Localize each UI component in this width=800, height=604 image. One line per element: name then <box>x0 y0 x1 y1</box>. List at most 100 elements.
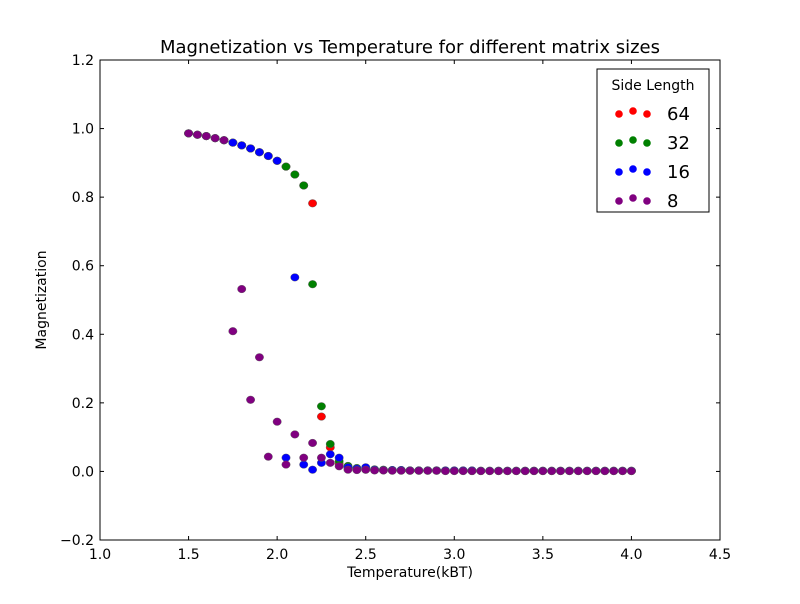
x-tick-label: 2.5 <box>355 547 377 563</box>
data-point-8 <box>600 467 610 476</box>
data-point-8 <box>511 467 521 476</box>
data-point-8 <box>379 466 388 475</box>
data-point-16 <box>272 156 282 165</box>
legend-marker-32 <box>643 139 651 147</box>
x-tick-label: 3.0 <box>443 547 465 563</box>
data-point-8 <box>317 453 326 462</box>
legend-label-32: 32 <box>667 133 690 154</box>
y-tick-label: 1.2 <box>72 53 94 69</box>
data-point-16 <box>325 450 335 459</box>
x-tick-label: 1.5 <box>177 547 199 563</box>
data-point-8 <box>449 467 459 476</box>
data-point-8 <box>334 462 344 471</box>
legend-marker-16 <box>615 168 623 176</box>
legend-marker-8 <box>629 194 637 202</box>
legend-box <box>596 68 710 213</box>
legend-marker-64 <box>629 107 637 115</box>
data-point-16 <box>334 453 344 462</box>
data-point-16 <box>237 141 247 150</box>
data-point-16 <box>290 273 300 282</box>
data-point-32 <box>308 280 317 289</box>
legend-marker-64 <box>615 110 623 118</box>
data-point-8 <box>547 467 557 476</box>
data-point-8 <box>193 130 202 139</box>
data-point-16 <box>246 144 255 153</box>
data-point-8 <box>246 395 255 404</box>
data-point-8 <box>263 452 273 461</box>
y-tick-label: −0.2 <box>60 533 94 549</box>
data-point-8 <box>325 458 335 467</box>
data-point-8 <box>396 466 406 475</box>
data-point-8 <box>565 467 574 476</box>
data-point-8 <box>210 134 220 143</box>
data-point-8 <box>272 417 282 426</box>
legend-label-8: 8 <box>667 191 678 212</box>
y-tick-label: 0.8 <box>72 190 94 206</box>
x-tick-label: 3.5 <box>532 547 554 563</box>
x-axis-label: Temperature(kBT) <box>346 565 473 581</box>
data-point-8 <box>591 467 601 476</box>
data-point-8 <box>458 467 468 476</box>
plot-area <box>184 129 636 476</box>
data-point-8 <box>201 132 211 141</box>
legend-marker-32 <box>615 139 623 147</box>
data-point-8 <box>467 467 477 476</box>
data-point-8 <box>387 466 397 475</box>
data-point-8 <box>529 467 539 476</box>
data-point-16 <box>299 460 309 469</box>
series-8 <box>184 129 636 476</box>
data-point-8 <box>228 327 238 336</box>
plot-frame <box>99 59 721 541</box>
data-point-64 <box>317 412 326 421</box>
data-point-8 <box>405 466 415 475</box>
data-point-8 <box>299 453 309 462</box>
data-point-8 <box>352 466 362 475</box>
data-point-8 <box>441 467 450 476</box>
data-point-8 <box>308 438 317 447</box>
data-point-8 <box>503 467 512 476</box>
data-point-32 <box>325 440 335 449</box>
data-point-8 <box>432 466 441 475</box>
data-point-8 <box>494 467 503 476</box>
data-point-8 <box>520 467 530 476</box>
data-point-8 <box>582 467 592 476</box>
legend-label-16: 16 <box>667 162 690 183</box>
data-point-8 <box>423 466 433 475</box>
data-point-8 <box>609 467 619 476</box>
data-point-8 <box>255 353 264 362</box>
data-point-16 <box>308 465 317 474</box>
data-point-8 <box>281 460 291 469</box>
data-point-8 <box>370 466 379 475</box>
data-point-8 <box>343 465 353 474</box>
legend: Side Length 64 32 16 8 <box>596 68 710 213</box>
y-tick-label: 0.6 <box>72 259 94 275</box>
data-point-8 <box>219 136 229 145</box>
y-tick-label: 0.0 <box>72 464 94 480</box>
y-tick-label: 1.0 <box>72 122 94 138</box>
data-point-8 <box>538 467 548 476</box>
data-point-8 <box>556 467 565 476</box>
y-tick-label: 0.4 <box>72 327 94 343</box>
legend-marker-16 <box>629 165 637 173</box>
data-point-8 <box>573 467 583 476</box>
legend-marker-8 <box>615 197 623 205</box>
data-point-8 <box>414 466 424 475</box>
data-point-16 <box>281 453 291 462</box>
axis-ticks: 1.0 1.5 2.0 2.5 3.0 3.5 4.0 4.5 −0.2 0.0 0.2 0.4 0.6… <box>60 53 731 563</box>
legend-label-64: 64 <box>667 104 690 125</box>
x-tick-label: 1.0 <box>89 547 111 563</box>
chart-title: Magnetization vs Temperature for differe… <box>160 37 660 58</box>
x-tick-label: 2.0 <box>266 547 288 563</box>
legend-marker-8 <box>643 197 651 205</box>
data-point-32 <box>290 170 300 179</box>
legend-title: Side Length <box>611 78 694 94</box>
legend-marker-16 <box>643 168 651 176</box>
data-point-16 <box>255 148 264 157</box>
y-tick-label: 0.2 <box>72 396 94 412</box>
data-point-8 <box>290 430 300 439</box>
legend-marker-64 <box>643 110 651 118</box>
data-point-8 <box>476 467 486 476</box>
data-point-8 <box>184 129 193 138</box>
data-point-16 <box>228 138 238 147</box>
